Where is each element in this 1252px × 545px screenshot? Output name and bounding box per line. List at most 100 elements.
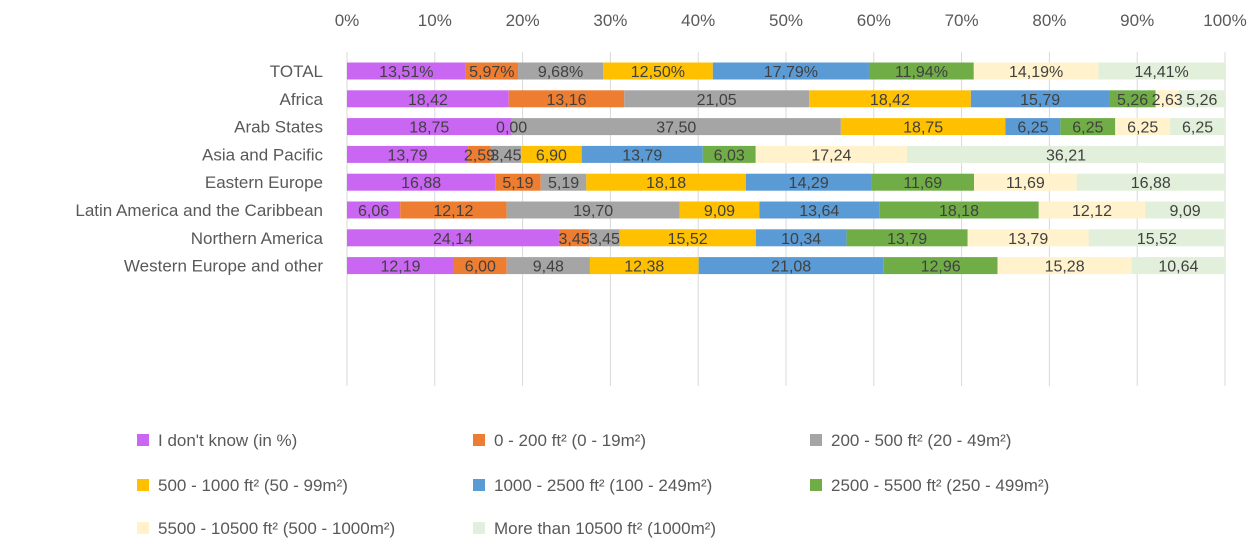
bar-segment (540, 173, 587, 191)
data-label: 13,64 (799, 203, 839, 220)
x-tick-label: 40% (681, 11, 715, 30)
bar-segment (511, 118, 841, 136)
bar-segment (400, 201, 507, 219)
category-label: TOTAL (270, 62, 323, 81)
data-label: 13,79 (388, 147, 428, 164)
bar-segment (581, 145, 703, 163)
x-tick-label: 100% (1203, 11, 1246, 30)
bar-segment (586, 173, 746, 191)
data-label: 3,45 (490, 147, 521, 164)
legend-label: 5500 - 10500 ft² (500 - 1000m²) (158, 519, 395, 538)
data-label: 19,70 (573, 203, 613, 220)
bar-segment (347, 90, 509, 108)
bar-segment (997, 257, 1132, 275)
data-label: 6,25 (1072, 120, 1103, 137)
x-tick-label: 70% (945, 11, 979, 30)
bar-segment (759, 201, 880, 219)
bar-segment (967, 229, 1089, 247)
bar-segment (970, 90, 1110, 108)
x-tick-label: 20% (506, 11, 540, 30)
legend-label: 500 - 1000 ft² (50 - 99m²) (158, 476, 348, 495)
x-tick-label: 90% (1120, 11, 1154, 30)
legend-label: More than 10500 ft² (1000m²) (494, 519, 716, 538)
bar-segment (868, 62, 974, 80)
bar-segment (973, 62, 1099, 80)
data-label: 13,79 (887, 231, 927, 248)
x-tick-label: 10% (418, 11, 452, 30)
category-label: Asia and Pacific (202, 145, 323, 164)
bar-segment (1145, 201, 1225, 219)
data-label: 5,19 (548, 175, 579, 192)
x-tick-label: 60% (857, 11, 891, 30)
legend-swatch (137, 434, 149, 446)
bar-segment (347, 118, 512, 136)
bar-segment (518, 62, 604, 80)
data-label: 6,25 (1182, 120, 1213, 137)
x-tick-label: 30% (593, 11, 627, 30)
data-label: 16,88 (401, 175, 441, 192)
bar-segment (506, 257, 590, 275)
data-label: 15,52 (668, 231, 708, 248)
bar-segment (347, 173, 496, 191)
category-label: Northern America (191, 229, 324, 248)
data-label: 18,18 (646, 175, 686, 192)
bar-segment (840, 118, 1006, 136)
data-label: 12,50% (631, 64, 685, 81)
data-label: 16,88 (1131, 175, 1171, 192)
bar-segment (347, 62, 466, 80)
bar-segment (907, 145, 1225, 163)
data-label: 6,90 (536, 147, 567, 164)
data-label: 9,09 (1170, 203, 1201, 220)
bar-segment (1005, 118, 1061, 136)
legend-label: 1000 - 2500 ft² (100 - 249m²) (494, 476, 712, 495)
bar-segment (465, 62, 519, 80)
data-label: 5,26 (1117, 92, 1148, 109)
data-label: 13,79 (1008, 231, 1048, 248)
bar-segment (347, 201, 401, 219)
data-label: 17,79% (764, 64, 818, 81)
data-label: 15,52 (1137, 231, 1177, 248)
bars (347, 62, 1226, 275)
data-label: 5,19 (502, 175, 533, 192)
data-label: 14,29 (789, 175, 829, 192)
x-tick-label: 50% (769, 11, 803, 30)
legend-swatch (473, 434, 485, 446)
bar-segment (347, 257, 455, 275)
legend-swatch (473, 522, 485, 534)
legend-swatch (810, 434, 822, 446)
data-label: 37,50 (656, 120, 696, 137)
data-label: 12,19 (380, 259, 420, 276)
bar-segment (1098, 62, 1225, 80)
legend-label: 200 - 500 ft² (20 - 49m²) (831, 431, 1011, 450)
data-label: 18,75 (903, 120, 943, 137)
x-axis-ticks: 0% 10% 20% 30% 40% 50% 60% 70% 80% 90% 100% (335, 11, 1247, 30)
data-label: 6,25 (1017, 120, 1048, 137)
x-tick-label: 80% (1032, 11, 1066, 30)
legend-label: 2500 - 5500 ft² (250 - 499m²) (831, 476, 1049, 495)
legend-swatch (810, 479, 822, 491)
bar-segment (619, 229, 756, 247)
bar-segment (755, 145, 908, 163)
bar-segment (521, 145, 582, 163)
data-label: 13,51% (379, 64, 433, 81)
data-label: 21,08 (771, 259, 811, 276)
bar-segment (698, 257, 884, 275)
bar-segment (1115, 118, 1171, 136)
data-label: 5,97% (469, 64, 514, 81)
bar-segment (871, 173, 975, 191)
data-label: 3,45 (559, 231, 590, 248)
category-label: Western Europe and other (124, 257, 323, 276)
data-label: 12,12 (433, 203, 473, 220)
data-label: 24,14 (433, 231, 473, 248)
data-label: 36,21 (1046, 147, 1086, 164)
bar-segment (712, 62, 869, 80)
bar-segment (745, 173, 872, 191)
bar-segment (624, 90, 810, 108)
data-label: 11,94% (895, 64, 948, 81)
data-label: 14,41% (1135, 64, 1189, 81)
bar-segment (347, 145, 469, 163)
gridlines (346, 52, 1226, 386)
bar-segment (883, 257, 998, 275)
